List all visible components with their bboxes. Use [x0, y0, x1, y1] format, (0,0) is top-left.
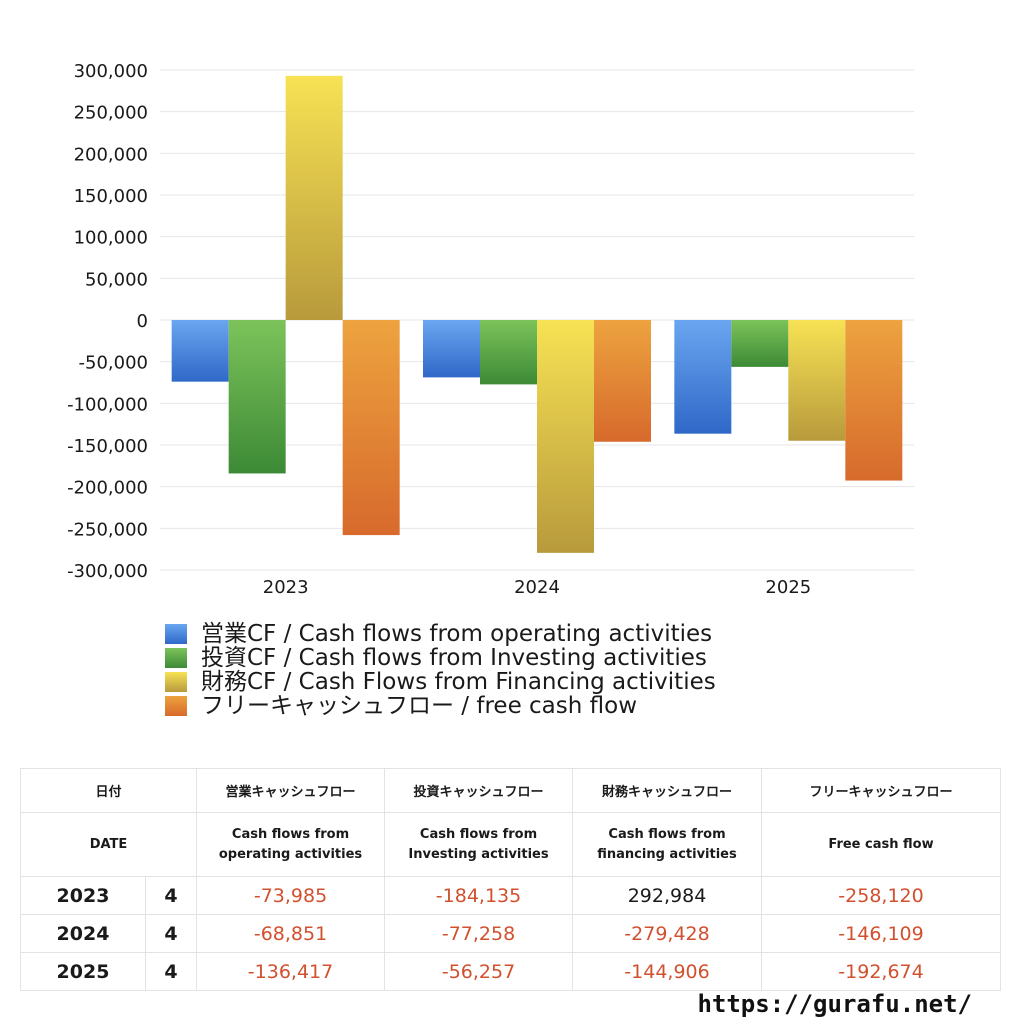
cell-financing: -279,428 [572, 914, 763, 953]
row-year: 2023 [20, 876, 146, 915]
legend-label: 財務CF / Cash Flows from Financing activit… [201, 669, 716, 695]
table-subheader-row: DATE Cash flows from operating activitie… [19, 812, 1002, 877]
header-financing-en: Cash flows from financing activities [572, 812, 763, 877]
y-tick-label: -150,000 [67, 436, 148, 457]
y-tick-label: 100,000 [74, 228, 148, 249]
header-investing-en: Cash flows from Investing activities [384, 812, 574, 877]
cell-investing: -77,258 [384, 914, 574, 953]
legend: 営業CF / Cash flows from operating activit… [165, 622, 716, 718]
bar-series-3-2025 [845, 320, 903, 481]
header-date-ja: 日付 [19, 768, 198, 813]
cell-operating: -136,417 [196, 952, 386, 991]
legend-item: 財務CF / Cash Flows from Financing activit… [165, 670, 716, 694]
y-tick-label: 250,000 [74, 103, 148, 124]
x-tick-label: 2024 [514, 577, 560, 598]
bar-series-2-2023 [285, 75, 343, 320]
cell-financing: 292,984 [572, 876, 763, 915]
cash-flow-table: 日付 営業キャッシュフロー 投資キャッシュフロー 財務キャッシュフロー フリーキ… [19, 768, 1002, 991]
x-tick-label: 2025 [765, 577, 811, 598]
bar-series-2-2025 [788, 320, 846, 441]
y-tick-label: 0 [137, 311, 148, 332]
y-tick-label: -200,000 [67, 478, 148, 499]
cash-flow-bar-chart: 300,000 250,000 200,000 150,000 100,000 50,00… [67, 61, 914, 598]
y-tick-label: -300,000 [67, 561, 148, 582]
cell-free: -192,674 [761, 952, 1002, 991]
bar-series-0-2024 [423, 320, 480, 378]
cell-operating: -73,985 [196, 876, 386, 915]
bar-series-0-2023 [171, 320, 229, 382]
row-count: 4 [144, 952, 198, 991]
bar-series-1-2023 [228, 320, 286, 474]
header-date-en: DATE [19, 812, 198, 877]
y-tick-label: 50,000 [85, 269, 148, 290]
bars [171, 75, 903, 553]
header-financing-ja: 財務キャッシュフロー [572, 768, 763, 813]
cell-free: -258,120 [761, 876, 1002, 915]
legend-item: 営業CF / Cash flows from operating activit… [165, 622, 716, 646]
header-free-en: Free cash flow [761, 812, 1002, 877]
bar-series-3-2023 [342, 320, 400, 536]
y-tick-label: -250,000 [67, 519, 148, 540]
header-operating-ja: 営業キャッシュフロー [196, 768, 386, 813]
legend-label: 投資CF / Cash flows from Investing activit… [201, 645, 707, 671]
row-year: 2025 [20, 952, 146, 991]
x-axis-ticks: 2023 2024 2025 [263, 577, 811, 598]
table-header-row: 日付 営業キャッシュフロー 投資キャッシュフロー 財務キャッシュフロー フリーキ… [19, 768, 1002, 813]
header-investing-ja: 投資キャッシュフロー [384, 768, 574, 813]
legend-swatch [165, 696, 187, 716]
bar-series-2-2024 [537, 320, 594, 553]
site-url[interactable]: https://gurafu.net/ [697, 990, 972, 1018]
cell-investing: -184,135 [384, 876, 574, 915]
legend-label: フリーキャッシュフロー / free cash flow [201, 693, 638, 719]
bar-series-0-2025 [674, 320, 732, 434]
header-operating-en: Cash flows from operating activities [196, 812, 386, 877]
y-axis-ticks: 300,000 250,000 200,000 150,000 100,000 50,00… [67, 61, 148, 582]
legend-swatch [165, 672, 187, 692]
bar-series-1-2025 [731, 320, 789, 367]
legend-label: 営業CF / Cash flows from operating activit… [201, 621, 713, 647]
table-row: 2024 4 -68,851 -77,258 -279,428 -146,109 [20, 914, 1002, 953]
row-year: 2024 [20, 914, 146, 953]
y-tick-label: -100,000 [67, 394, 148, 415]
cell-free: -146,109 [761, 914, 1002, 953]
legend-swatch [165, 648, 187, 668]
legend-item: 投資CF / Cash flows from Investing activit… [165, 646, 716, 670]
bar-series-1-2024 [480, 320, 537, 385]
table-row: 2023 4 -73,985 -184,135 292,984 -258,120 [20, 876, 1002, 915]
cell-investing: -56,257 [384, 952, 574, 991]
y-tick-label: -50,000 [79, 353, 148, 374]
cell-operating: -68,851 [196, 914, 386, 953]
cell-financing: -144,906 [572, 952, 763, 991]
y-tick-label: 200,000 [74, 144, 148, 165]
x-tick-label: 2023 [263, 577, 309, 598]
bar-series-3-2024 [594, 320, 651, 442]
y-tick-label: 150,000 [74, 186, 148, 207]
legend-item: フリーキャッシュフロー / free cash flow [165, 694, 716, 718]
table-row: 2025 4 -136,417 -56,257 -144,906 -192,67… [20, 952, 1002, 991]
legend-swatch [165, 624, 187, 644]
y-tick-label: 300,000 [74, 61, 148, 82]
row-count: 4 [144, 914, 198, 953]
header-free-ja: フリーキャッシュフロー [761, 768, 1002, 813]
row-count: 4 [144, 876, 198, 915]
